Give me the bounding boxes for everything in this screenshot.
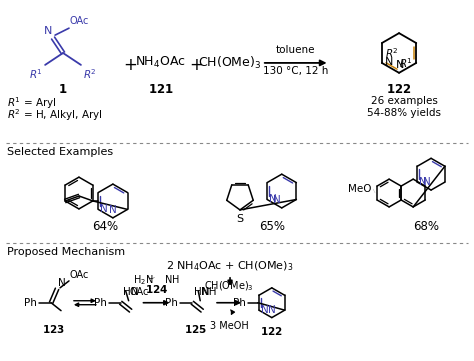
Text: Ph: Ph — [94, 298, 107, 308]
Text: $R^2$: $R^2$ — [83, 67, 97, 81]
Text: CH(OMe)$_3$: CH(OMe)$_3$ — [199, 55, 262, 71]
Text: +: + — [189, 56, 203, 74]
Text: 65%: 65% — [259, 220, 285, 233]
Text: N: N — [268, 305, 276, 315]
Text: $\mathbf{125}$: $\mathbf{125}$ — [184, 323, 207, 335]
Text: $R^1$: $R^1$ — [29, 67, 43, 81]
Text: $\mathbf{1}$: $\mathbf{1}$ — [58, 83, 68, 96]
Text: N: N — [100, 204, 108, 214]
Text: $\mathbf{123}$: $\mathbf{123}$ — [42, 323, 64, 335]
Text: 26 examples: 26 examples — [371, 96, 438, 106]
Text: 68%: 68% — [413, 220, 439, 233]
Text: $\mathbf{122}$: $\mathbf{122}$ — [260, 325, 283, 336]
Text: 3 MeOH: 3 MeOH — [210, 321, 248, 331]
Text: toluene: toluene — [276, 45, 315, 55]
Text: Ph: Ph — [165, 298, 178, 308]
Text: $\mathbf{121}$: $\mathbf{121}$ — [147, 83, 173, 96]
Text: 64%: 64% — [92, 220, 118, 233]
Text: MeO: MeO — [348, 184, 371, 194]
Text: NH: NH — [201, 287, 217, 297]
Text: OAc: OAc — [70, 270, 90, 280]
Text: S: S — [237, 214, 244, 224]
Text: +: + — [124, 56, 137, 74]
Text: N: N — [385, 57, 393, 67]
Text: N: N — [273, 195, 281, 205]
Text: $R^1$: $R^1$ — [399, 56, 413, 70]
Text: $\mathbf{124}$: $\mathbf{124}$ — [145, 283, 168, 295]
Text: $\smile$: $\smile$ — [145, 272, 156, 281]
Text: N: N — [109, 205, 117, 215]
Text: H$_2$N    NH: H$_2$N NH — [133, 273, 180, 287]
Text: Selected Examples: Selected Examples — [8, 147, 113, 157]
Text: $R^1$ = Aryl: $R^1$ = Aryl — [8, 96, 57, 112]
Text: Ph: Ph — [233, 298, 246, 308]
Text: CH(OMe)$_3$: CH(OMe)$_3$ — [204, 279, 254, 293]
Text: N: N — [419, 177, 427, 187]
Text: $R^2$: $R^2$ — [385, 46, 399, 60]
Text: 130 °C, 12 h: 130 °C, 12 h — [263, 66, 328, 76]
Text: N: N — [44, 26, 52, 36]
Text: OAc: OAc — [70, 16, 90, 26]
Text: N: N — [261, 305, 269, 315]
Text: 54-88% yields: 54-88% yields — [367, 108, 441, 118]
Text: N: N — [423, 177, 431, 187]
Text: NH$_4$OAc: NH$_4$OAc — [135, 55, 186, 70]
Text: N: N — [396, 60, 404, 70]
Text: Proposed Mechanism: Proposed Mechanism — [8, 247, 126, 257]
Text: $R^2$ = H, Alkyl, Aryl: $R^2$ = H, Alkyl, Aryl — [8, 108, 103, 123]
Text: HN: HN — [123, 287, 138, 297]
Text: $\mathbf{122}$: $\mathbf{122}$ — [386, 83, 412, 96]
Text: OAc: OAc — [129, 287, 149, 297]
Text: N: N — [269, 195, 277, 204]
Text: Ph: Ph — [24, 298, 37, 308]
Text: N: N — [58, 278, 66, 288]
Text: 2 NH$_4$OAc + CH(OMe)$_3$: 2 NH$_4$OAc + CH(OMe)$_3$ — [166, 259, 294, 273]
Text: HN: HN — [194, 287, 210, 297]
